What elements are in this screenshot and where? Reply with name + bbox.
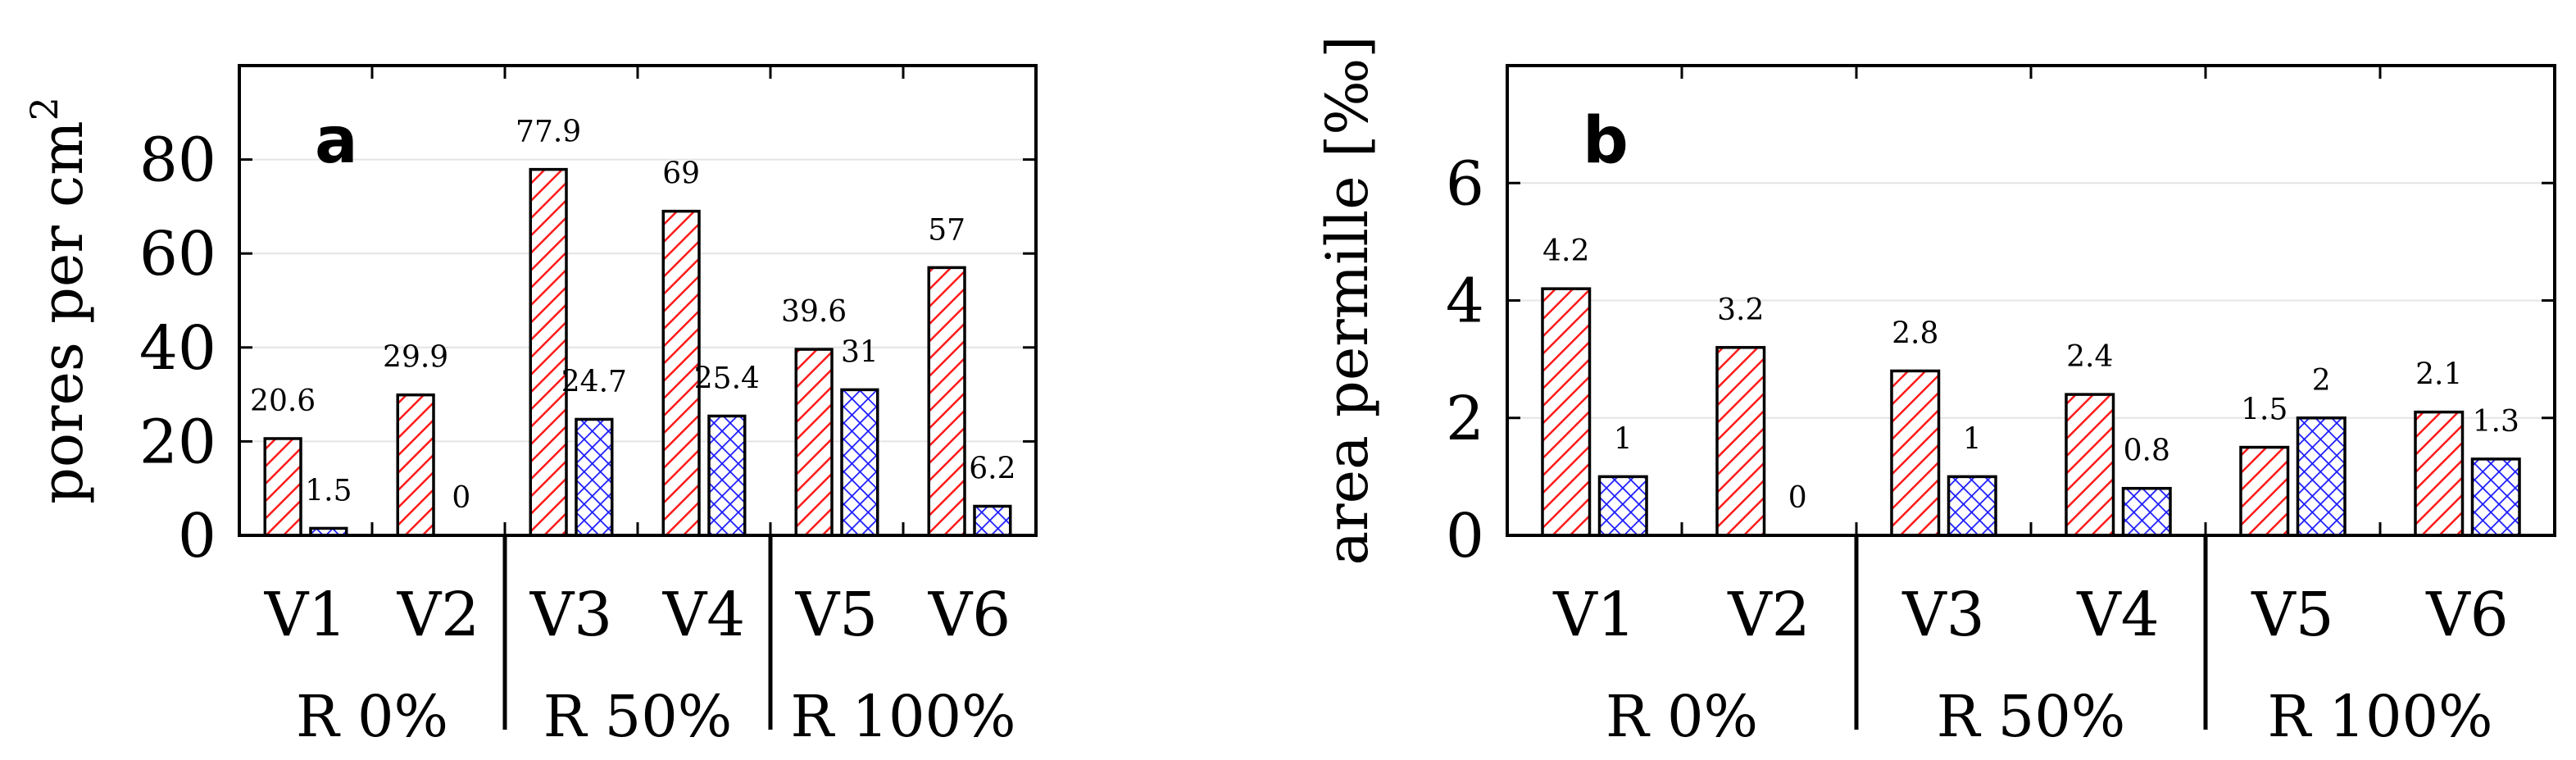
data-label: 1.5 [2241, 394, 2288, 427]
y-tick-label: 60 [139, 219, 216, 289]
data-label: 2.1 [2415, 358, 2462, 392]
bar-series2-V5 [840, 388, 879, 537]
data-label: 77.9 [516, 116, 581, 149]
bar-series2-V4 [707, 414, 747, 537]
y-tick-label: 6 [1446, 148, 1484, 219]
data-label: 2 [2312, 364, 2331, 398]
data-label: 24.7 [561, 365, 627, 398]
x-tick-label: V6 [2425, 580, 2509, 650]
panel-label: b [1583, 104, 1629, 178]
x-tick-label: V6 [928, 580, 1011, 650]
y-tick-label: 0 [178, 501, 216, 571]
x-tick-label: V4 [2076, 580, 2160, 650]
bar-series2-V4 [2121, 486, 2172, 537]
bar-series1-V5 [794, 348, 834, 537]
chart-panel-a: 20.6 29.9 77.9 69 39.6 57 1.5 0 24.7 25.4 31 6.2 0 20… [22, 64, 1038, 750]
data-label: 1 [1614, 422, 1633, 456]
bar-series2-V6 [2470, 457, 2521, 537]
x-tick-label: V1 [264, 580, 348, 650]
bar-series2-V6 [973, 504, 1012, 537]
data-label: 2.4 [2066, 340, 2113, 374]
bar-series1-V1 [263, 437, 302, 537]
data-label: 39.6 [781, 295, 847, 329]
data-label: 1.3 [2473, 405, 2519, 439]
bar-series1-V6 [2414, 410, 2465, 537]
data-label: 69 [662, 157, 700, 191]
data-label: 1 [1963, 422, 1982, 456]
group-label: R 50% [1937, 683, 2126, 750]
y-axis-label: pores per cm2 [22, 97, 96, 504]
data-label: 2.8 [1892, 316, 1938, 350]
bar-series2-V3 [1947, 475, 1997, 537]
x-tick-label: V4 [662, 580, 746, 650]
bar-series1-V4 [661, 209, 701, 537]
group-label: R 0% [296, 683, 448, 750]
data-label: 20.6 [250, 385, 316, 418]
x-tick-label: V3 [1901, 580, 1985, 650]
data-label: 57 [928, 213, 965, 247]
bar-series1-V3 [529, 167, 568, 537]
x-tick-label: V1 [1552, 580, 1636, 650]
y-axis-label-superscript: 2 [22, 97, 66, 121]
bar-series1-V4 [2065, 393, 2115, 537]
y-axis-label-text: pores per cm [29, 121, 96, 504]
y-axis-label-text: area permille [‰] [1314, 35, 1381, 565]
data-label: 0 [1788, 481, 1807, 515]
y-tick-label: 0 [1446, 501, 1484, 571]
bar-series1-V3 [1890, 369, 1941, 537]
chart-panel-b: 4.2 3.2 2.8 2.4 1.5 2.1 1 0 1 0.8 2 1.3 0 2 4 6 V1 V2 V3 V4… [1314, 35, 2556, 750]
bar-series2-V5 [2296, 416, 2347, 537]
y-tick-label: 20 [139, 407, 216, 477]
y-tick-label: 40 [139, 313, 216, 384]
panel-label: a [315, 104, 358, 178]
bar-series1-V5 [2239, 445, 2290, 537]
data-label: 29.9 [383, 341, 448, 375]
bar-series2-V3 [575, 417, 614, 537]
data-label: 31 [841, 335, 879, 369]
bar-series2-V1 [1597, 475, 1648, 537]
x-tick-label: V5 [795, 580, 879, 650]
plot-frame [238, 64, 1038, 537]
group-label: R 50% [543, 683, 733, 750]
data-label: 0.8 [2124, 435, 2170, 468]
y-tick-label: 2 [1446, 384, 1484, 454]
group-label: R 0% [1606, 683, 1758, 750]
bar-series1-V2 [396, 393, 435, 537]
bar-series1-V2 [1715, 346, 1766, 537]
data-label: 4.2 [1542, 234, 1589, 268]
data-label: 3.2 [1717, 294, 1764, 327]
data-label: 0 [452, 481, 470, 515]
x-tick-label: V5 [2251, 580, 2334, 650]
bar-series1-V1 [1541, 287, 1592, 537]
bar-series1-V6 [927, 266, 966, 537]
y-tick-label: 4 [1446, 266, 1484, 337]
group-label: R 100% [790, 683, 1015, 750]
data-label: 1.5 [305, 474, 352, 507]
y-axis-label: area permille [‰] [1314, 35, 1381, 565]
x-tick-label: V2 [1727, 580, 1810, 650]
x-tick-label: V2 [397, 580, 480, 650]
data-label: 6.2 [969, 452, 1015, 485]
group-label: R 100% [2267, 683, 2492, 750]
y-tick-label: 80 [139, 125, 216, 196]
x-tick-label: V3 [529, 580, 613, 650]
data-label: 25.4 [694, 362, 760, 395]
